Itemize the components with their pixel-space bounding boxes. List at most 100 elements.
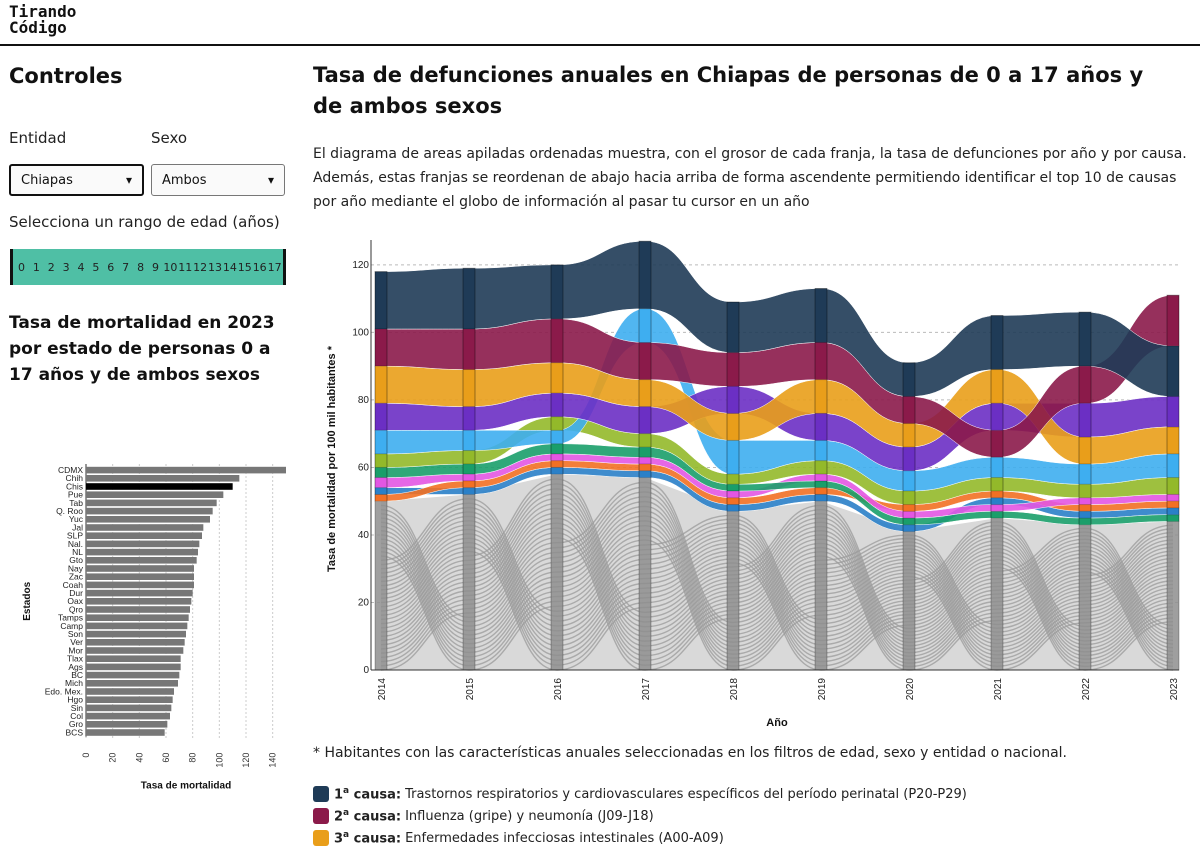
state-bar[interactable] — [86, 466, 286, 474]
state-bar[interactable] — [86, 721, 168, 728]
year-bar-segment[interactable] — [1166, 453, 1180, 479]
year-bar-segment[interactable] — [374, 328, 388, 367]
year-bar-segment[interactable] — [726, 412, 740, 441]
year-bar-segment[interactable] — [726, 490, 740, 499]
year-bar-other[interactable] — [375, 501, 387, 670]
year-bar-segment[interactable] — [374, 493, 388, 502]
year-bar-segment[interactable] — [814, 460, 828, 475]
year-bar-segment[interactable] — [814, 288, 828, 344]
year-bar-segment[interactable] — [990, 456, 1004, 479]
entity-select[interactable]: Chiapas ▾ — [9, 164, 144, 196]
year-bar-segment[interactable] — [462, 406, 476, 431]
year-bar-segment[interactable] — [638, 470, 652, 479]
year-bar-segment[interactable] — [462, 450, 476, 465]
stacked-area-chart[interactable]: 0 20 40 60 80 100 120 2014 2015 2016 2017 2018 2019 2… — [313, 230, 1193, 740]
year-bar-segment[interactable] — [814, 342, 828, 381]
year-bar-segment[interactable] — [902, 524, 916, 533]
year-bar-segment[interactable] — [726, 439, 740, 475]
year-bar-segment[interactable] — [902, 504, 916, 512]
year-bar-segment[interactable] — [550, 443, 564, 455]
year-bar-segment[interactable] — [462, 463, 476, 475]
year-bar-segment[interactable] — [374, 271, 388, 330]
state-bar[interactable] — [86, 680, 178, 687]
sex-select[interactable]: Ambos ▾ — [151, 164, 285, 196]
year-bar-segment[interactable] — [990, 504, 1004, 512]
year-bar-segment[interactable] — [1078, 436, 1092, 465]
year-bar-other[interactable] — [727, 511, 739, 670]
site-logo[interactable]: Tirando Código — [9, 2, 77, 37]
state-bar[interactable] — [86, 499, 217, 507]
state-bar[interactable] — [86, 491, 224, 498]
year-bar-other[interactable] — [991, 518, 1003, 670]
year-bar-segment[interactable] — [374, 402, 388, 431]
year-bar-segment[interactable] — [462, 328, 476, 371]
year-bar-segment[interactable] — [726, 504, 740, 512]
state-bar[interactable] — [86, 622, 188, 630]
year-bar-segment[interactable] — [462, 473, 476, 482]
age-range-slider[interactable]: 0 1 2 3 4 5 6 7 8 9 10 11 12 13 14 15 16 17 — [10, 249, 286, 285]
year-bar-segment[interactable] — [550, 362, 564, 394]
year-bar-segment[interactable] — [726, 497, 740, 506]
year-bar-other[interactable] — [815, 501, 827, 670]
year-bar-segment[interactable] — [1078, 311, 1092, 367]
year-bar-segment[interactable] — [990, 369, 1004, 404]
state-bar[interactable] — [86, 630, 186, 638]
year-bar-segment[interactable] — [638, 379, 652, 408]
year-bar-segment[interactable] — [638, 433, 652, 448]
year-bar-segment[interactable] — [814, 487, 828, 495]
year-bar-segment[interactable] — [902, 517, 916, 526]
year-bar-segment[interactable] — [374, 429, 388, 455]
year-bar-segment[interactable] — [726, 473, 740, 485]
year-bar-segment[interactable] — [990, 490, 1004, 499]
year-bar-segment[interactable] — [1078, 483, 1092, 499]
year-bar-segment[interactable] — [638, 342, 652, 381]
state-bar[interactable] — [86, 540, 200, 548]
state-bar[interactable] — [86, 589, 193, 597]
year-bar-segment[interactable] — [990, 510, 1004, 519]
state-bar[interactable] — [86, 507, 213, 515]
year-bar-segment[interactable] — [1078, 402, 1092, 438]
year-bar-other[interactable] — [1079, 524, 1091, 670]
state-bar[interactable] — [86, 655, 181, 662]
state-bar[interactable] — [86, 606, 190, 613]
year-bar-segment[interactable] — [726, 385, 740, 414]
year-bar-segment[interactable] — [990, 315, 1004, 371]
year-bar-segment[interactable] — [1078, 517, 1092, 526]
year-bar-segment[interactable] — [902, 490, 916, 506]
year-bar-segment[interactable] — [1078, 504, 1092, 512]
year-bar-segment[interactable] — [1078, 497, 1092, 506]
year-bar-segment[interactable] — [902, 362, 916, 398]
year-bar-segment[interactable] — [1078, 510, 1092, 519]
year-bar-segment[interactable] — [902, 446, 916, 472]
year-bar-segment[interactable] — [1166, 294, 1180, 347]
year-bar-segment[interactable] — [814, 493, 828, 502]
year-bar-segment[interactable] — [374, 466, 388, 479]
state-bar[interactable] — [86, 704, 172, 712]
year-bar-segment[interactable] — [1166, 507, 1180, 516]
year-bar-segment[interactable] — [814, 439, 828, 462]
year-bar-segment[interactable] — [902, 423, 916, 448]
year-bar-segment[interactable] — [1166, 345, 1180, 398]
year-bar-segment[interactable] — [1166, 500, 1180, 509]
state-bar[interactable] — [86, 565, 194, 572]
cause-stream[interactable] — [380, 240, 1174, 397]
year-bar-segment[interactable] — [990, 402, 1004, 431]
year-bar-segment[interactable] — [1166, 477, 1180, 495]
year-bar-segment[interactable] — [814, 473, 828, 482]
year-bar-segment[interactable] — [550, 460, 564, 468]
state-bar[interactable] — [86, 614, 189, 621]
state-bar[interactable] — [86, 516, 210, 523]
state-bar[interactable] — [86, 598, 192, 605]
year-bar-other[interactable] — [639, 477, 651, 670]
year-bar-segment[interactable] — [550, 466, 564, 475]
year-bar-segment[interactable] — [1078, 365, 1092, 404]
year-bar-other[interactable] — [903, 531, 915, 670]
year-bar-segment[interactable] — [726, 301, 740, 354]
year-bar-segment[interactable] — [638, 240, 652, 310]
state-bar[interactable] — [86, 573, 194, 580]
year-bar-segment[interactable] — [638, 463, 652, 472]
state-bar[interactable] — [86, 548, 198, 556]
year-bar-segment[interactable] — [550, 318, 564, 364]
state-bar[interactable] — [86, 671, 180, 679]
year-bar-segment[interactable] — [902, 510, 916, 519]
